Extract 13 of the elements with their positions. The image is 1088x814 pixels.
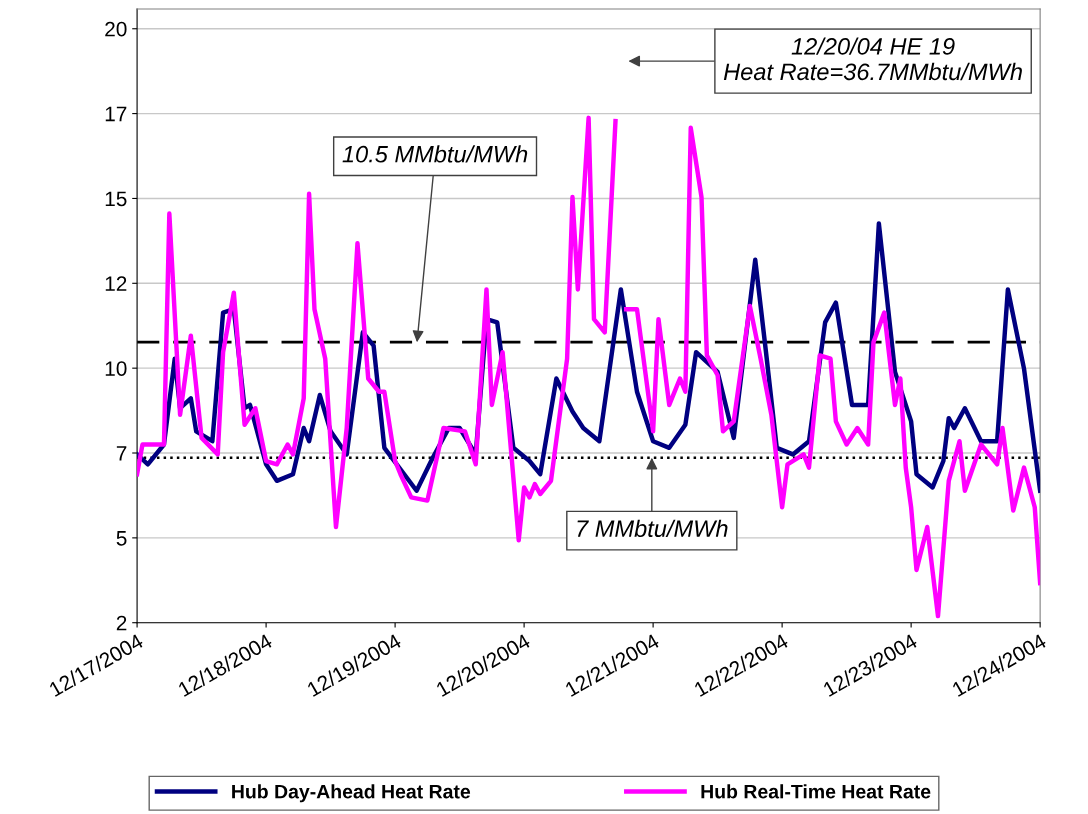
- y-tick-label: 15: [105, 191, 127, 207]
- y-tick-label: 5: [116, 531, 127, 546]
- legend-label: Hub Day-Ahead Heat Rate: [232, 784, 471, 803]
- y-tick-label: 10: [105, 361, 127, 376]
- y-tick-label: 7: [116, 446, 127, 461]
- ref-line-label: 7 MMbtu/MWh: [577, 519, 728, 537]
- y-tick-label: 12: [105, 276, 127, 291]
- ref-line-label: 10.5 MMbtu/MWh: [342, 145, 528, 163]
- legend-label: Hub Real-Time Heat Rate: [701, 784, 931, 799]
- y-tick-label: 17: [105, 106, 127, 122]
- y-tick-label: 20: [105, 21, 127, 37]
- annotation: 12/20/04 HE 19 Heat Rate=36.7MMbtu/MWh: [723, 37, 1022, 81]
- y-tick-label: 2: [116, 615, 127, 631]
